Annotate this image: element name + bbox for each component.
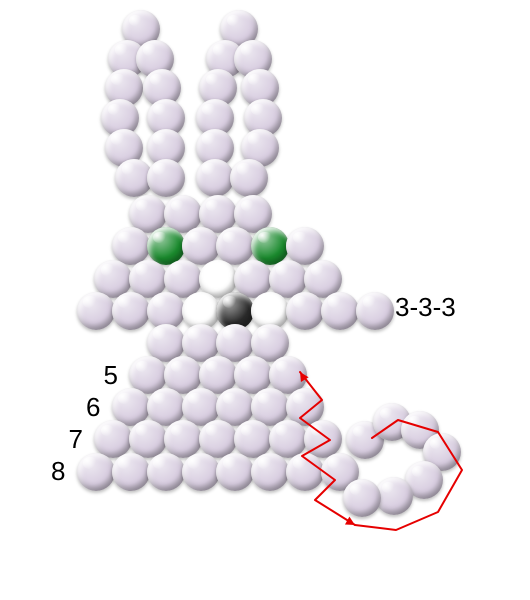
bead (77, 292, 115, 330)
bead (321, 292, 359, 330)
bead (77, 453, 115, 491)
row-count-label: 6 (86, 392, 100, 423)
bead (182, 453, 220, 491)
bead (147, 453, 185, 491)
bead (112, 292, 150, 330)
row-count-label: 8 (51, 456, 65, 487)
row-count-label: 7 (69, 424, 83, 455)
bead (286, 453, 324, 491)
bead (112, 453, 150, 491)
row-count-label: 5 (103, 360, 117, 391)
bead-diagram: 5678 3-3-3 (0, 0, 530, 600)
bead (147, 159, 185, 197)
bead (286, 292, 324, 330)
bead (230, 159, 268, 197)
bead (216, 453, 254, 491)
row-count-label: 3-3-3 (395, 292, 456, 323)
bead (251, 453, 289, 491)
bead (356, 292, 394, 330)
bead (343, 479, 381, 517)
bead (196, 159, 234, 197)
